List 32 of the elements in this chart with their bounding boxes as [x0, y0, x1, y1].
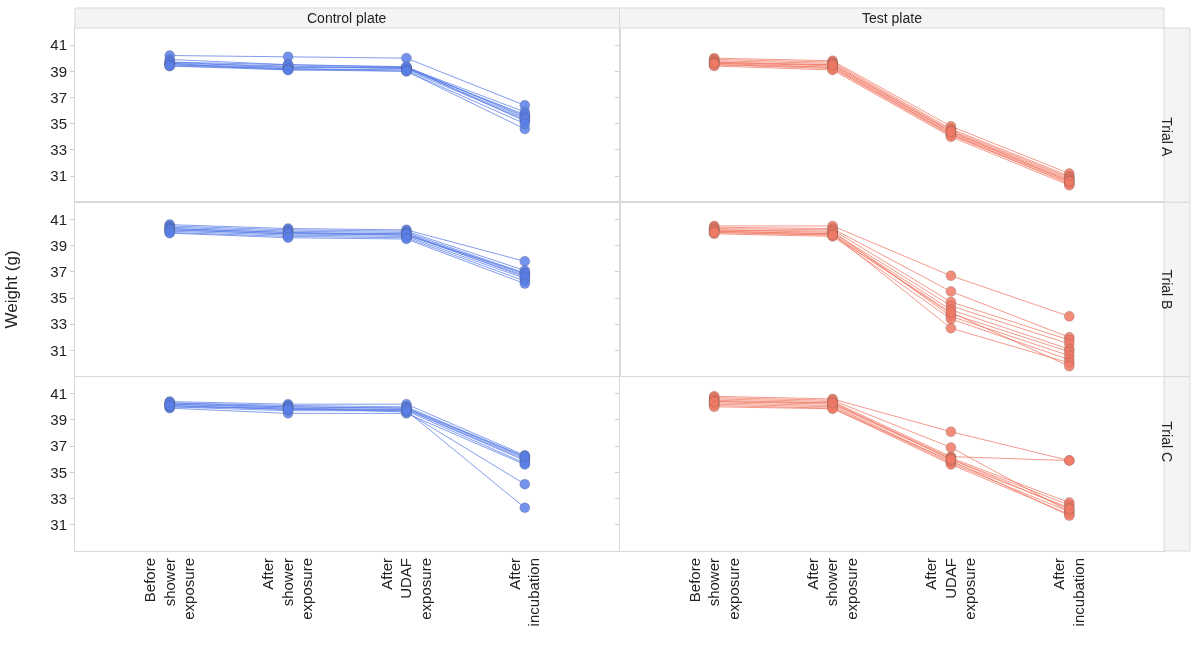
- y-tick-label: 39: [50, 62, 67, 80]
- x-tick-label: Before shower exposure: [141, 558, 198, 620]
- x-tick-label: After UDAF exposure: [377, 558, 434, 620]
- y-tick-label: 41: [50, 36, 67, 54]
- y2-axis-title: Trial C: [1159, 421, 1176, 463]
- x-tick-label: Before shower exposure: [685, 558, 742, 620]
- x-tick-label: After shower exposure: [259, 558, 316, 620]
- x-tick-label: After UDAF exposure: [922, 558, 979, 620]
- x-tick-label: After incubation: [1050, 558, 1087, 627]
- y-tick-label: 37: [50, 437, 67, 455]
- y-tick-label: 33: [50, 141, 67, 159]
- y-tick-label: 39: [50, 236, 67, 254]
- y-tick-label: 41: [50, 210, 67, 228]
- y-tick-label: 31: [50, 341, 67, 359]
- y-tick-label: 37: [50, 263, 67, 281]
- y-tick-label: 37: [50, 88, 67, 106]
- chart-title: Control plate: [307, 10, 387, 26]
- y-tick-label: 35: [50, 289, 67, 307]
- y2-axis-title: Trial B: [1158, 269, 1175, 310]
- y-tick-label: 33: [50, 315, 67, 333]
- y-tick-label: 33: [50, 489, 67, 507]
- y-tick-label: 41: [50, 384, 67, 402]
- y-tick-label: 39: [50, 411, 67, 429]
- y-tick-label: 31: [50, 516, 67, 534]
- x-tick-label: After incubation: [505, 558, 543, 627]
- y-tick-label: 35: [50, 114, 67, 132]
- y2-axis-title: Trial A: [1159, 117, 1176, 157]
- y-tick-label: 31: [50, 167, 67, 185]
- y-axis-title: Weight (g): [1, 250, 21, 329]
- y-tick-label: 35: [50, 463, 67, 481]
- chart-title: Test plate: [862, 10, 923, 26]
- x-tick-label: After shower exposure: [803, 558, 860, 620]
